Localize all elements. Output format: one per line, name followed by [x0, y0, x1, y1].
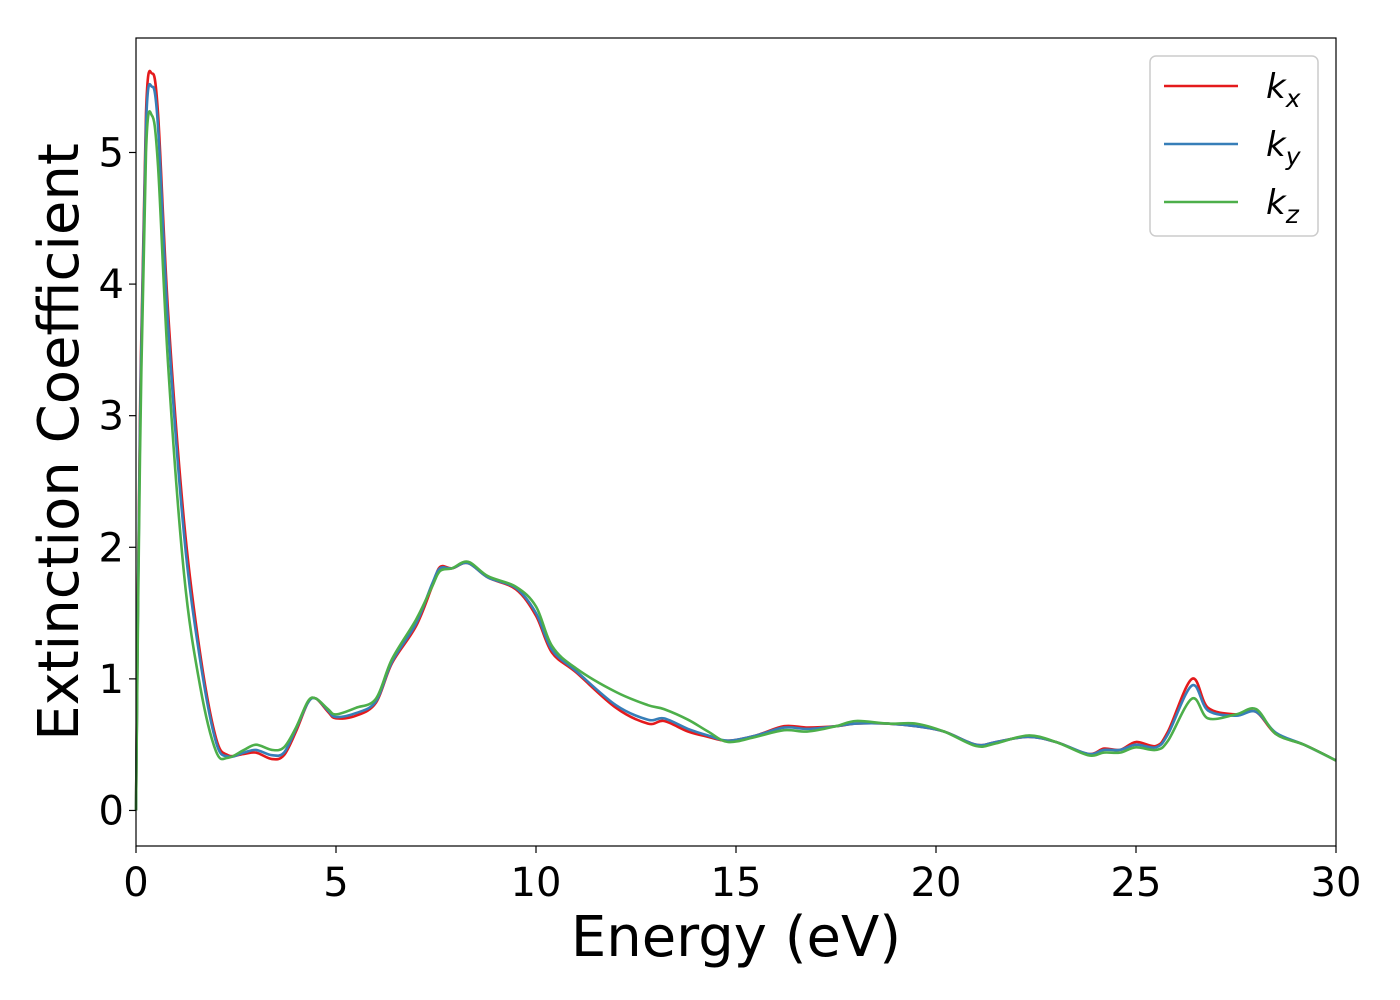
- x-tick-label: 10: [511, 860, 562, 906]
- y-tick-label: 2: [99, 525, 124, 571]
- series-lines: [134, 69, 1337, 811]
- y-tick-label: 4: [99, 262, 124, 308]
- plot-background: [136, 38, 1336, 846]
- y-tick-label: 5: [99, 130, 124, 176]
- x-axis-title: Energy (eV): [571, 905, 901, 970]
- y-axis-title: Extinction Coefficient: [27, 143, 92, 741]
- legend-subscript: z: [1285, 200, 1300, 229]
- series-line-k-y: [134, 82, 1337, 811]
- x-tick-label: 0: [123, 860, 148, 906]
- legend-frame: [1149, 55, 1319, 237]
- x-tick-label: 25: [1111, 860, 1162, 906]
- y-tick-label: 1: [99, 657, 124, 703]
- x-tick-label: 30: [1311, 860, 1362, 906]
- series-line-k-z: [134, 110, 1337, 811]
- y-tick-label: 3: [99, 394, 124, 440]
- x-tick-label: 15: [711, 860, 762, 906]
- x-tick-label: 20: [911, 860, 962, 906]
- legend-subscript: x: [1285, 84, 1301, 113]
- y-axis-ticks: 0 1 2 3 4 5: [99, 130, 136, 834]
- x-axis-ticks: 0 5 10 15 20 25 30: [123, 846, 1361, 906]
- y-tick-label: 0: [99, 788, 124, 834]
- x-tick-label: 5: [323, 860, 348, 906]
- legend-subscript: y: [1285, 142, 1302, 171]
